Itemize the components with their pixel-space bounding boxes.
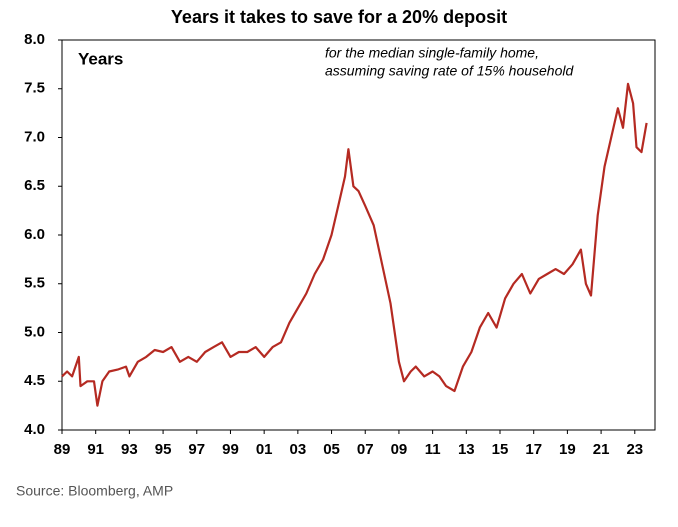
y-tick-label: 4.0 [24, 421, 45, 438]
x-tick-label: 19 [559, 441, 576, 458]
x-tick-label: 05 [323, 441, 340, 458]
x-tick-label: 95 [155, 441, 172, 458]
x-tick-label: 93 [121, 441, 138, 458]
source: Source: Bloomberg, AMP [16, 483, 173, 499]
annotation: assuming saving rate of 15% household [325, 63, 574, 79]
y-tick-label: 6.5 [24, 177, 45, 194]
chart-title: Years it takes to save for a 20% deposit [171, 7, 507, 27]
x-tick-label: 21 [593, 441, 610, 458]
y-tick-label: 7.5 [24, 80, 45, 97]
x-tick-label: 07 [357, 441, 374, 458]
x-tick-label: 17 [525, 441, 542, 458]
x-tick-label: 99 [222, 441, 239, 458]
y-tick-label: 8.0 [24, 31, 45, 48]
annotation: for the median single-family home, [325, 45, 539, 61]
x-tick-label: 11 [425, 441, 441, 458]
plot-frame [61, 39, 656, 431]
y-tick-label: 6.0 [24, 226, 45, 243]
x-tick-label: 09 [391, 441, 408, 458]
y-tick-label: 4.5 [24, 372, 45, 389]
y-tick-label: 7.0 [24, 128, 45, 145]
y-tick-label: 5.0 [24, 323, 45, 340]
line-series [61, 82, 648, 407]
y-tick-label: 5.5 [24, 275, 45, 292]
x-tick-label: 89 [54, 441, 71, 458]
x-tick-label: 97 [188, 441, 205, 458]
x-tick-label: 23 [626, 441, 643, 458]
x-tick-label: 91 [87, 441, 104, 458]
x-tick-label: 15 [492, 441, 509, 458]
y-axis-label: Years [78, 49, 123, 68]
x-tick-label: 01 [256, 441, 273, 458]
x-tick-label: 03 [290, 441, 307, 458]
x-tick-label: 13 [458, 441, 475, 458]
